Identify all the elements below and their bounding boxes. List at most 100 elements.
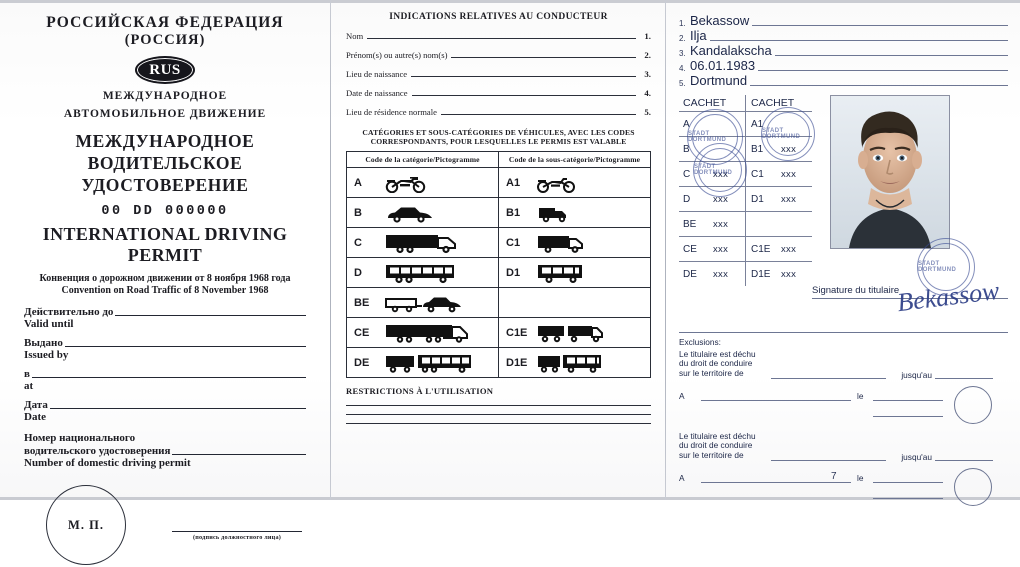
cachet-row-a: A A1	[679, 111, 812, 137]
exclusion1-until-label: jusqu'au	[901, 369, 932, 380]
exclusion1-a-label: A	[679, 390, 685, 401]
national-number-input[interactable]	[172, 454, 306, 455]
cachet-cell-be-sub[interactable]	[745, 211, 812, 237]
document-bottom-edge	[0, 497, 1020, 500]
cell-subcategory-d1e: D1E	[498, 347, 651, 378]
subcategory-code-d1e: D1E	[506, 356, 528, 369]
exclusion2-until-input[interactable]	[935, 459, 993, 461]
field-date-naissance-input[interactable]	[411, 95, 636, 96]
field-lieu-naissance-input[interactable]	[411, 76, 636, 77]
cachet-cell-d1[interactable]: D1 xxx	[745, 186, 812, 212]
field-date-label-en: Date	[24, 411, 46, 423]
category-code-be: BE	[354, 296, 370, 309]
holder-birthplace-value: Kandalakscha	[690, 43, 772, 58]
holder-row-residence: 5. Dortmund	[679, 74, 1008, 88]
field-at-input[interactable]	[31, 377, 306, 378]
subtitle-line2: АВТОМОБИЛЬНОЕ ДВИЖЕНИЕ	[63, 107, 267, 120]
exclusion1-le-input[interactable]	[873, 399, 943, 401]
cachet-cell-be[interactable]: BE xxx	[679, 211, 746, 237]
restrictions-line-1[interactable]	[346, 405, 651, 406]
cachet-row-ce: CE xxx C1E xxx	[679, 236, 812, 262]
cachet-value-be: xxx	[713, 218, 729, 230]
field-date-input[interactable]	[49, 408, 306, 409]
cachet-code-de: DE	[683, 268, 697, 280]
cachet-cell-c1e[interactable]: C1E xxx	[745, 236, 812, 262]
rus-emblem-icon: RUS	[135, 56, 195, 84]
exclusion2-le-input[interactable]	[873, 481, 943, 483]
cachet-cell-de[interactable]: DE xxx	[679, 262, 746, 287]
exclusion2-a-input[interactable]	[701, 481, 851, 483]
cachet-value-c: xxx	[713, 168, 729, 180]
cachet-value-c1e: xxx	[781, 243, 797, 255]
exclusion2-until-label: jusqu'au	[901, 451, 932, 462]
holder-birthdate-rule	[758, 70, 1008, 71]
cachet-code-a1: A1	[751, 118, 764, 130]
subcategory-code-c1: C1	[506, 236, 521, 249]
cachet-cell-b[interactable]: B	[679, 136, 746, 162]
cachet-cell-d1e[interactable]: D1E xxx	[745, 261, 812, 286]
cachet-cell-c1[interactable]: C1 xxx	[745, 161, 812, 187]
exclusion1-le-label: le	[857, 390, 864, 401]
exclusion1-a-input[interactable]	[701, 399, 851, 401]
field-nom-input[interactable]	[367, 38, 636, 39]
convention-ru: Конвенция о дорожном движении от 8 ноябр…	[39, 273, 291, 284]
restrictions-title: RESTRICTIONS À L'UTILISATION	[346, 386, 494, 396]
holder-number-5: 5.	[679, 79, 686, 88]
right-panel: 1. Bekassow 2. Ilja 3. Kandalakscha 4. 0…	[665, 0, 1020, 506]
cachet-value-d: xxx	[713, 193, 729, 205]
cell-category-ce: CE	[346, 317, 499, 348]
cachet-value-de: xxx	[713, 268, 729, 280]
small-truck-trailer-icon	[535, 321, 609, 345]
official-signature-input[interactable]	[172, 531, 302, 532]
field-nom-label: Nom	[346, 31, 364, 41]
exclusion1-until-input[interactable]	[935, 377, 993, 379]
holder-firstname-rule	[709, 40, 1008, 41]
rus-emblem-label: RUS	[149, 61, 181, 78]
panel-divider-right	[665, 0, 666, 500]
holder-birthplace-rule	[774, 55, 1008, 56]
minibus-icon	[535, 261, 589, 285]
left-panel: РОССИЙСКАЯ ФЕДЕРАЦИЯ (РОССИЯ) RUS МЕЖДУН…	[0, 0, 330, 565]
cachet-cell-a[interactable]: A	[679, 111, 746, 137]
exclusion1-line2: du droit de conduire	[679, 358, 753, 369]
field-valid-until-label-ru: Действительно до	[24, 306, 114, 318]
field-prenom-input[interactable]	[451, 57, 636, 58]
field-date-naissance: Date de naissance 4.	[346, 88, 651, 98]
cachet-cell-b1[interactable]: B1 xxx	[745, 136, 812, 162]
holder-photo	[830, 95, 950, 249]
cell-category-d: D	[346, 257, 499, 288]
holder-firstname-value: Ilja	[690, 28, 707, 43]
exclusion1-territory-input[interactable]	[771, 377, 886, 379]
field-prenom-label: Prénom(s) ou autre(s) nom(s)	[346, 50, 448, 60]
field-date-label-ru: Дата	[24, 399, 48, 411]
field-valid-until-input[interactable]	[115, 315, 306, 316]
small-lorry-icon	[535, 231, 589, 255]
cell-category-be: BE	[346, 287, 499, 318]
table-row: BE	[346, 287, 651, 318]
country-name-line2: (РОССИЯ)	[124, 32, 206, 48]
cell-subcategory-c1: C1	[498, 227, 651, 258]
exclusion2-territory-input[interactable]	[771, 459, 886, 461]
exclusion1-extra-input[interactable]	[873, 415, 943, 417]
cell-category-c: C	[346, 227, 499, 258]
field-nom-number: 1.	[644, 31, 651, 41]
signature-label: Signature du titulaire	[812, 285, 900, 296]
field-lieu-residence-input[interactable]	[440, 114, 636, 115]
field-at-label-ru: в	[24, 368, 30, 380]
category-code-a: A	[354, 176, 362, 189]
subtitle-line1: МЕЖДУНАРОДНОЕ	[102, 90, 228, 102]
field-issued-by-input[interactable]	[64, 346, 306, 347]
convention-en: Convention on Road Traffic of 8 November…	[61, 284, 269, 296]
cachet-cell-ce[interactable]: CE xxx	[679, 236, 746, 262]
restrictions-line-3[interactable]	[346, 423, 651, 424]
exclusion2-extra-input[interactable]	[873, 497, 943, 499]
title-ru-line2: ВОДИТЕЛЬСКОЕ УДОСТОВЕРЕНИЕ	[81, 153, 249, 195]
exclusion2-line1: Le titulaire est déchu	[679, 430, 756, 441]
restrictions-line-2[interactable]	[346, 414, 651, 415]
cachet-cell-a1[interactable]: A1	[745, 111, 812, 137]
field-lieu-naissance-label: Lieu de naissance	[346, 69, 408, 79]
holder-residence-rule	[750, 85, 1008, 86]
